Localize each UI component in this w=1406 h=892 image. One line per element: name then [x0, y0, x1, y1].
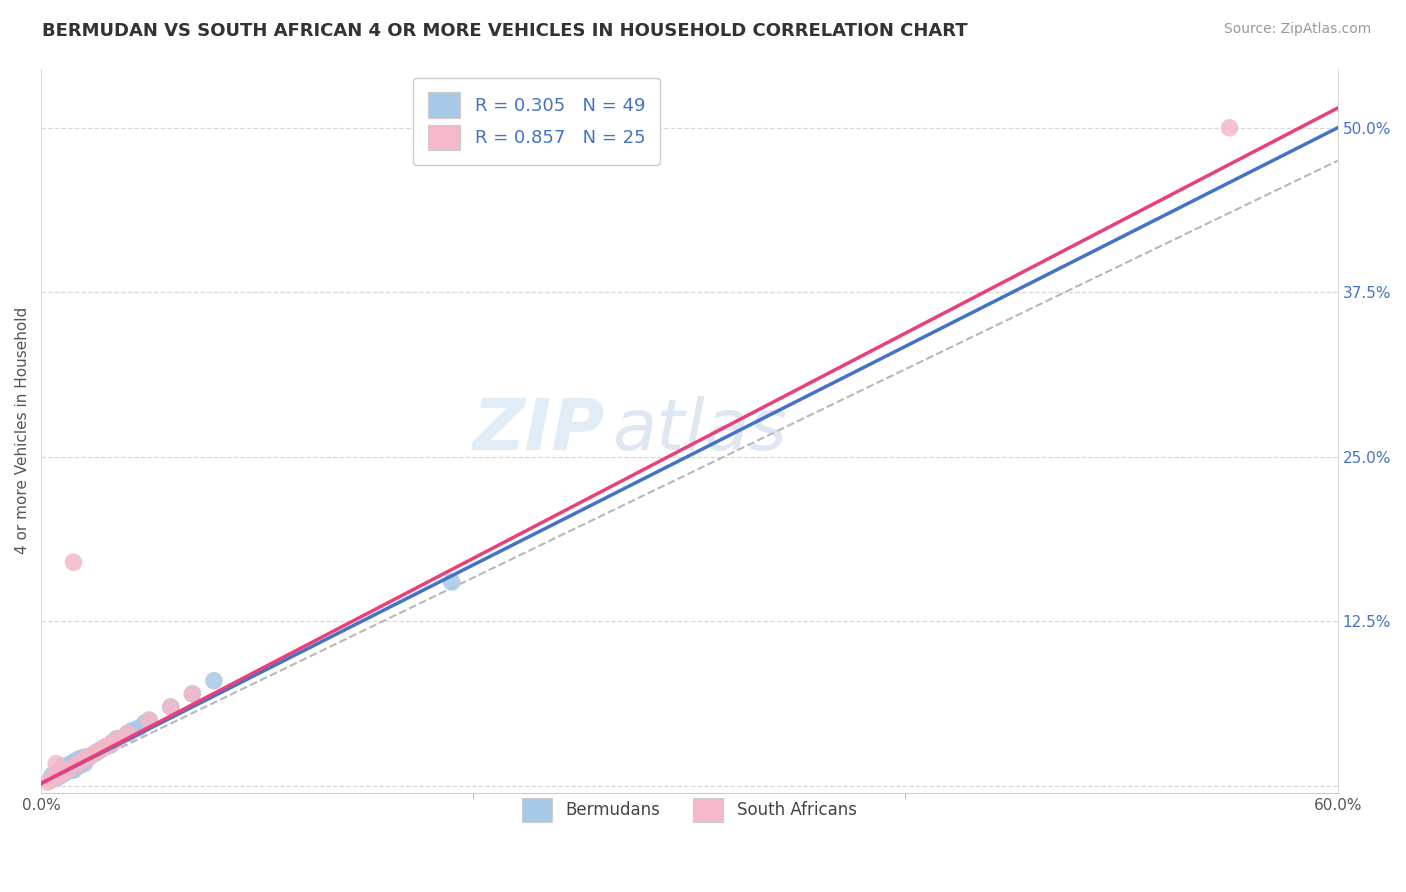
Point [101, 736, 124, 750]
Point [52, 767, 75, 781]
Point [159, 700, 181, 714]
Point [134, 715, 156, 730]
Point [49, 767, 72, 781]
Point [45, 756, 67, 771]
Point [52, 759, 75, 773]
Point [45, 771, 67, 785]
Point [202, 673, 225, 688]
Point [84, 746, 107, 760]
Point [80, 748, 103, 763]
Point [53, 765, 76, 780]
Text: BERMUDAN VS SOUTH AFRICAN 4 OR MORE VEHICLES IN HOUSEHOLD CORRELATION CHART: BERMUDAN VS SOUTH AFRICAN 4 OR MORE VEHI… [42, 22, 967, 40]
Point [86, 745, 108, 759]
Text: atlas: atlas [612, 396, 786, 465]
Point [138, 713, 160, 727]
Point [58, 764, 80, 778]
Point [70, 754, 93, 768]
Point [48, 765, 70, 780]
Point [440, 574, 463, 589]
Point [138, 713, 160, 727]
Text: ZIP: ZIP [472, 396, 605, 465]
Legend: Bermudans, South Africans: Bermudans, South Africans [509, 785, 870, 835]
Point [76, 751, 98, 765]
Point [58, 758, 80, 772]
Point [62, 756, 84, 770]
Point [42, 771, 65, 785]
Point [121, 723, 143, 738]
Point [48, 768, 70, 782]
Point [94, 739, 117, 754]
Text: Source: ZipAtlas.com: Source: ZipAtlas.com [1223, 22, 1371, 37]
Y-axis label: 4 or more Vehicles in Household: 4 or more Vehicles in Household [15, 307, 30, 554]
Point [159, 700, 181, 714]
Point [53, 764, 76, 779]
Point [90, 742, 112, 756]
Point [66, 753, 89, 767]
Point [80, 748, 103, 763]
Point [49, 764, 72, 778]
Point [56, 764, 79, 779]
Point [77, 750, 100, 764]
Point [73, 756, 96, 771]
Point [49, 768, 72, 782]
Point [56, 761, 79, 775]
Point [53, 762, 76, 776]
Point [37, 775, 59, 789]
Point [101, 736, 124, 750]
Point [41, 768, 63, 782]
Point [56, 764, 79, 778]
Point [94, 739, 117, 754]
Point [62, 764, 84, 778]
Point [41, 772, 63, 787]
Point [117, 726, 139, 740]
Point [69, 758, 91, 772]
Point [48, 770, 70, 784]
Point [65, 761, 87, 775]
Point [117, 726, 139, 740]
Point [66, 759, 89, 773]
Point [62, 759, 84, 773]
Point [127, 721, 149, 735]
Point [73, 750, 96, 764]
Point [1219, 120, 1241, 135]
Point [105, 731, 128, 746]
Point [84, 746, 107, 760]
Point [69, 751, 91, 765]
Point [108, 731, 131, 746]
Point [98, 738, 121, 752]
Point [65, 754, 87, 768]
Point [181, 687, 204, 701]
Point [62, 555, 84, 569]
Point [60, 762, 83, 776]
Point [70, 756, 93, 770]
Point [58, 762, 80, 776]
Point [66, 756, 89, 771]
Point [60, 756, 83, 771]
Point [52, 764, 75, 779]
Point [41, 772, 63, 787]
Point [76, 753, 98, 767]
Point [52, 765, 75, 780]
Point [181, 687, 204, 701]
Point [90, 742, 112, 756]
